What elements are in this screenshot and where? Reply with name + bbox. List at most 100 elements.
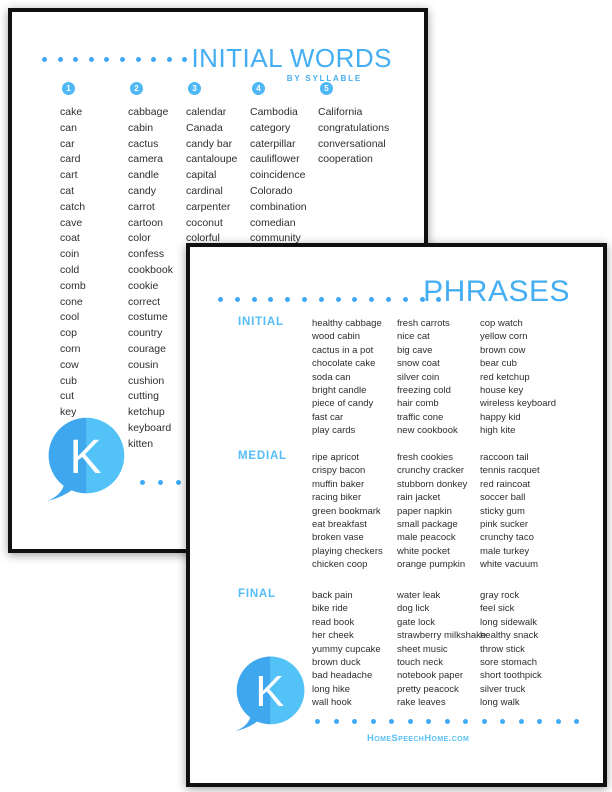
word-list: California congratulations conversational c… [318, 105, 389, 168]
page-phrases: PHRASES INITIAL healthy cabbage wood cabin… [186, 243, 607, 787]
word-item: coincidence [250, 169, 306, 182]
phrase-item: wall hook [312, 697, 352, 709]
word-item: candy [128, 184, 157, 197]
dot [407, 719, 413, 724]
phrase-item: white vacuum [480, 559, 539, 571]
phrase-item: pretty peacock [397, 683, 459, 695]
word-item: cactus [128, 137, 159, 150]
phrase-item: crunchy cracker [397, 465, 465, 477]
word-item: keyboard [128, 421, 172, 434]
phrase-item: gate lock [397, 616, 436, 628]
column-number-badge: 2 [130, 82, 143, 95]
word-item: coat [60, 232, 80, 245]
logo-left-half [48, 417, 87, 494]
phrase-item: healthy cabbage [312, 318, 382, 329]
section-label-final: FINAL [238, 588, 276, 600]
phrase-item: male peacock [397, 532, 456, 544]
dot [574, 719, 579, 724]
phrase-item: white pocket [397, 545, 450, 557]
phrase-item: throw stick [480, 643, 525, 655]
word-column: 5 California congratulations conversational… [318, 82, 389, 168]
phrase-item: bright candle [312, 385, 367, 397]
phrase-item: stubborn donkey [397, 478, 468, 490]
word-item: ketchup [128, 406, 165, 419]
dot [135, 57, 141, 62]
logo-letter: K [255, 668, 284, 716]
logo-tail [235, 716, 260, 732]
word-item: cut [60, 390, 75, 403]
word-item: congratulations [318, 121, 390, 134]
word-item: cub [60, 374, 77, 387]
word-item: calendar [186, 106, 227, 118]
phrase-item: silver truck [480, 683, 526, 695]
phrase-item: water leak [397, 590, 441, 601]
logo-letter: K [70, 430, 102, 484]
phrase-item: paper napkin [397, 505, 452, 517]
phrase-item: sore stomach [480, 657, 538, 669]
phrase-item: sticky gum [480, 505, 525, 517]
phrase-item: traffic cone [397, 411, 444, 423]
phrase-column: ripe apricot crispy bacon muffin baker raci… [312, 451, 383, 572]
word-item: coconut [186, 216, 223, 229]
dot [318, 297, 324, 302]
phrase-item: gray rock [480, 590, 520, 601]
word-item: carrot [128, 200, 155, 213]
column-number-badge: 4 [252, 82, 265, 95]
phrase-item: her cheek [312, 630, 354, 642]
word-column: 2 cabbage cabin cactus camera candle candy carr… [128, 82, 173, 453]
dot [218, 297, 223, 302]
word-list: cabbage cabin cactus camera candle candy carro… [128, 105, 173, 453]
word-item: candle [128, 169, 159, 182]
phrase-item: big cave [397, 344, 433, 356]
word-item: Canada [186, 121, 223, 134]
dot [104, 57, 110, 62]
dot [166, 57, 172, 62]
phrase-column: healthy cabbage wood cabin cactus in a pot… [312, 317, 382, 438]
phrase-item: tennis racquet [480, 465, 540, 477]
dot [385, 297, 391, 302]
word-item: cold [60, 263, 80, 276]
word-item: corn [60, 342, 81, 355]
phrase-item: ripe apricot [312, 452, 359, 463]
dot [537, 719, 542, 724]
phrase-item: rake leaves [397, 697, 446, 709]
dot [182, 57, 188, 62]
word-item: can [60, 121, 77, 134]
phrase-item: bike ride [312, 603, 348, 615]
section-label-initial: INITIAL [238, 316, 284, 328]
word-item: catch [60, 200, 86, 213]
word-item: cow [60, 358, 79, 371]
homespeechhome-link[interactable]: HomeSpeechHome.com [367, 733, 470, 744]
dot [333, 719, 339, 724]
word-item: cave [60, 216, 83, 229]
dot [500, 719, 505, 724]
page-title: INITIAL WORDS [191, 43, 392, 73]
phrase-item: bad headache [312, 670, 373, 682]
dot [370, 719, 376, 724]
word-item: category [250, 121, 291, 134]
dot [436, 297, 442, 302]
phrase-item: yummy cupcake [312, 643, 381, 655]
word-item: confess [128, 248, 165, 261]
phrase-item: pink sucker [480, 519, 529, 531]
word-item: cutting [128, 390, 159, 403]
dot [73, 57, 79, 62]
column-number-badge: 1 [62, 82, 75, 95]
phrase-item: play cards [312, 425, 356, 437]
dot [463, 719, 468, 724]
dot [402, 297, 408, 302]
word-item: card [60, 153, 81, 166]
phrase-item: red raincoat [480, 478, 531, 490]
word-item: cousin [128, 358, 159, 371]
section-label-medial: MEDIAL [238, 450, 287, 462]
phrase-item: house key [480, 385, 524, 397]
word-item: correct [128, 295, 161, 308]
phrase-item: soccer ball [480, 492, 526, 504]
dot [444, 719, 450, 724]
phrase-item: strawberry milkshake [397, 630, 487, 642]
word-column: 4 Cambodia category caterpillar cauliflower c… [250, 82, 307, 247]
phrase-item: cactus in a pot [312, 344, 374, 356]
phrase-item: read book [312, 616, 355, 628]
page-subtitle: BY SYLLABLE [286, 74, 362, 83]
